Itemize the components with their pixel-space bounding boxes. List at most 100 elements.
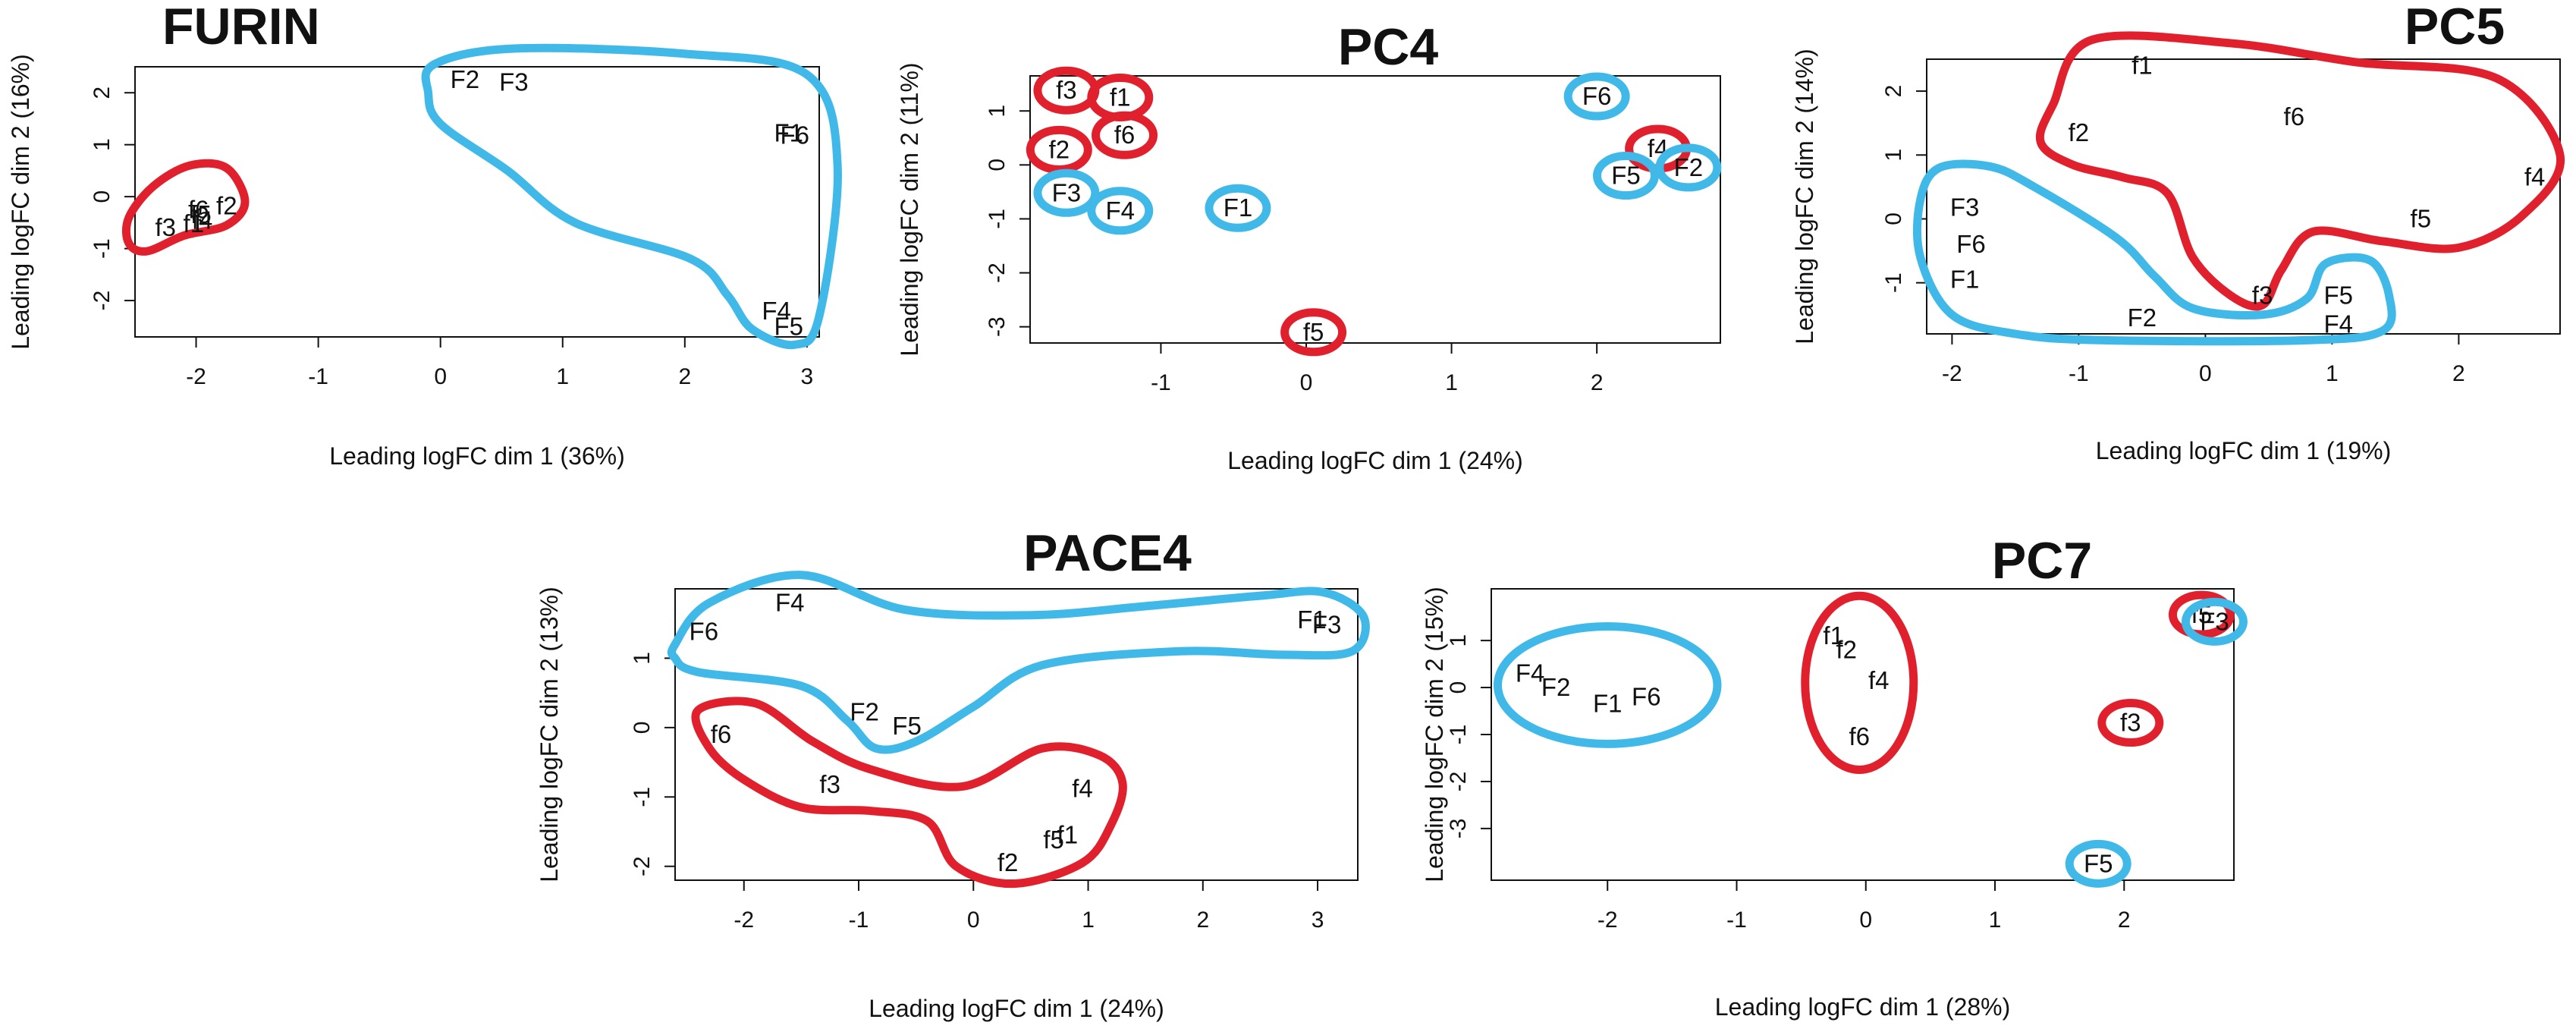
point-ring-f2 xyxy=(1655,143,1722,192)
point-ring-f2 xyxy=(1026,125,1092,174)
point-label-f3: F3 xyxy=(1312,611,1342,639)
point-ring-f1 xyxy=(1205,184,1271,232)
y-tick-label: -1 xyxy=(1446,725,1471,745)
point-ring-f5 xyxy=(2168,590,2235,639)
cyan-group-outline xyxy=(1494,622,1722,748)
point-label-f1: f1 xyxy=(184,209,205,238)
point-label-f2: F2 xyxy=(1674,153,1704,181)
panel-pc5: -2 -1 0 1 2 -1 0 1 2 Leading logFC dim 1 (19%) Lea… xyxy=(1791,0,2565,464)
point-label-f1: f1 xyxy=(2131,51,2153,79)
y-axis-label: Leading logFC dim 2 (14%) xyxy=(1791,49,1818,344)
point-label-f3: F3 xyxy=(1950,193,1980,221)
point-label-f2: f2 xyxy=(2069,118,2090,146)
point-label-f1: F1 xyxy=(1950,265,1980,293)
y-tick-label: 0 xyxy=(1881,212,1906,225)
point-label-f5: F5 xyxy=(892,712,922,740)
point-label-f2: f2 xyxy=(1049,135,1070,163)
point-label-f4: f4 xyxy=(1072,774,1093,802)
x-axis-label: Leading logFC dim 1 (28%) xyxy=(1715,993,2011,1021)
point-label-f6: f6 xyxy=(188,195,209,223)
point-label-f4: F4 xyxy=(1106,197,1136,225)
x-tick-label: 0 xyxy=(1300,370,1313,395)
x-axis-label: Leading logFC dim 1 (24%) xyxy=(869,995,1164,1022)
y-tick-label: 0 xyxy=(1446,681,1471,694)
x-tick-label: 0 xyxy=(434,364,447,389)
plot-frame xyxy=(134,66,820,338)
y-tick-label: 0 xyxy=(90,190,115,203)
x-tick-label: -2 xyxy=(1942,361,1962,386)
point-label-f3: F3 xyxy=(1052,178,1082,206)
point-label-f3: f3 xyxy=(156,213,177,241)
y-tick-label: 1 xyxy=(630,652,655,665)
point-label-f6: F6 xyxy=(1632,682,1661,710)
cyan-group-outline xyxy=(1912,159,2396,346)
x-tick-label: 3 xyxy=(801,364,814,389)
point-label-f3: F3 xyxy=(499,68,529,96)
x-tick-label: 2 xyxy=(2118,908,2131,933)
x-tick-label: 1 xyxy=(2326,361,2339,386)
x-tick-label: -1 xyxy=(1151,370,1171,395)
point-label-f3: F3 xyxy=(2200,607,2229,635)
point-label-f3: f3 xyxy=(2120,709,2141,737)
x-axis-label: Leading logFC dim 1 (24%) xyxy=(1227,447,1523,474)
x-tick-label: -1 xyxy=(2069,361,2089,386)
red-group-outline xyxy=(1801,591,1918,774)
point-label-f4: F4 xyxy=(2323,310,2353,338)
x-axis-label: Leading logFC dim 1 (19%) xyxy=(2096,437,2392,464)
point-label-f5: F5 xyxy=(2323,281,2353,309)
x-tick-label: -1 xyxy=(308,364,328,389)
x-tick-label: 0 xyxy=(967,908,980,933)
y-tick-label: 1 xyxy=(1881,149,1906,162)
point-ring-f3 xyxy=(2097,699,2164,747)
y-tick-label: 1 xyxy=(1446,634,1471,647)
y-tick-label: -2 xyxy=(1446,772,1471,792)
x-tick-label: 0 xyxy=(2199,361,2212,386)
x-tick-label: -1 xyxy=(1726,908,1747,933)
x-tick-label: 2 xyxy=(1196,908,1209,933)
plot-frame xyxy=(1029,75,1721,344)
point-label-f2: F2 xyxy=(850,698,879,726)
point-label-f2: F2 xyxy=(1541,673,1571,701)
point-label-f2: f2 xyxy=(997,848,1019,876)
x-tick-label: 1 xyxy=(1989,908,2002,933)
y-tick-label: 2 xyxy=(1881,85,1906,98)
point-label-f1: f1 xyxy=(1057,821,1079,849)
red-group-outline xyxy=(691,697,1127,889)
point-label-f4: F4 xyxy=(1516,659,1545,687)
y-tick-label: 2 xyxy=(90,87,115,99)
y-tick-label: -1 xyxy=(985,209,1010,229)
chart-title: PC4 xyxy=(1338,18,1438,76)
cyan-group-outline xyxy=(421,43,842,350)
red-group-outline xyxy=(121,159,250,256)
point-label-f2: f2 xyxy=(1836,636,1857,664)
point-label-f4: f4 xyxy=(192,206,213,234)
y-tick-label: 0 xyxy=(630,722,655,735)
point-label-f6: f6 xyxy=(711,720,732,748)
point-label-f5: F5 xyxy=(2084,849,2113,877)
y-tick-label: -1 xyxy=(1881,272,1906,293)
point-label-f1: f1 xyxy=(1110,83,1131,111)
point-label-f4: f4 xyxy=(1868,666,1890,694)
y-tick-label: 0 xyxy=(985,159,1010,171)
chart-title: PC5 xyxy=(2405,0,2505,55)
point-label-f6: F6 xyxy=(781,121,810,149)
y-axis-label: Leading logFC dim 2 (16%) xyxy=(7,54,34,350)
y-tick-label: -3 xyxy=(985,316,1010,337)
point-label-f1: F1 xyxy=(1297,606,1327,634)
point-label-f6: F6 xyxy=(1956,230,1986,258)
x-tick-label: 1 xyxy=(1445,370,1458,395)
red-group-outline xyxy=(2035,31,2565,311)
y-tick-label: 1 xyxy=(985,105,1010,118)
point-ring-f3 xyxy=(2181,597,2248,646)
point-label-f3: f3 xyxy=(1056,76,1077,104)
point-label-f6: f6 xyxy=(2284,102,2305,131)
y-tick-label: -1 xyxy=(630,787,655,807)
plot-frame xyxy=(674,588,1359,881)
point-label-f1: F1 xyxy=(1593,690,1623,718)
point-label-f5: F5 xyxy=(774,312,803,340)
x-tick-label: 1 xyxy=(1082,908,1095,933)
chart-title: FURIN xyxy=(162,0,320,55)
x-tick-label: -2 xyxy=(1597,908,1618,933)
point-label-f1: f1 xyxy=(1823,621,1844,650)
chart-title: PACE4 xyxy=(1023,524,1192,582)
